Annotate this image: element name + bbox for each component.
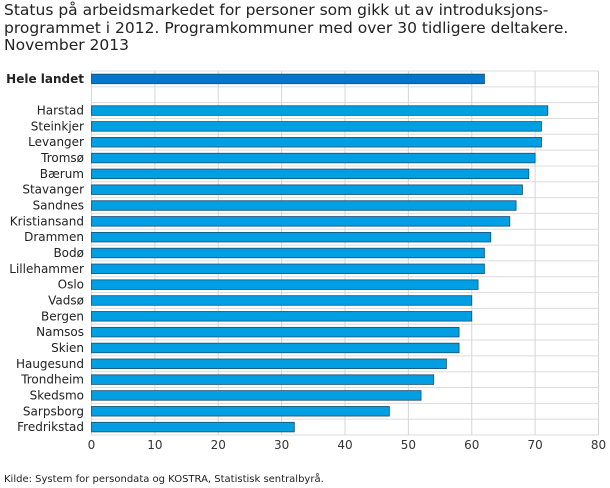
category-label: Skien xyxy=(51,341,84,355)
category-label: Trondheim xyxy=(20,373,84,387)
bar xyxy=(91,200,517,211)
x-tick-label: 80 xyxy=(591,438,606,452)
category-label: Namsos xyxy=(36,325,84,339)
bar xyxy=(91,247,485,259)
category-label: Skedsmo xyxy=(30,388,84,402)
category-label: Harstad xyxy=(37,104,84,118)
bar xyxy=(91,374,435,385)
source-note: Kilde: System for persondata og KOSTRA, … xyxy=(4,474,324,485)
category-label: Drammen xyxy=(24,230,84,244)
category-label: Kristiansand xyxy=(10,214,84,228)
category-label: Vadsø xyxy=(48,293,84,307)
category-label: Haugesund xyxy=(16,357,84,371)
x-tick-label: 0 xyxy=(88,438,96,452)
category-label: Bodø xyxy=(53,246,84,260)
x-tick-label: 40 xyxy=(337,438,352,452)
category-label: Bærum xyxy=(40,167,84,181)
category-label: Bergen xyxy=(41,309,84,323)
x-tick-label: 30 xyxy=(274,438,289,452)
bar xyxy=(91,263,485,275)
bar xyxy=(91,326,460,338)
bar xyxy=(91,152,536,164)
category-label: Oslo xyxy=(58,278,84,292)
bar xyxy=(91,137,542,148)
title-line: Status på arbeidsmarkedet for personer s… xyxy=(4,1,549,19)
bar xyxy=(91,279,479,290)
category-label: Sandnes xyxy=(33,199,84,213)
bar xyxy=(91,184,523,195)
bar xyxy=(91,105,549,116)
category-label: Lillehammer xyxy=(9,262,84,276)
chart-title: Status på arbeidsmarkedet for personer s… xyxy=(4,1,604,55)
title-line: programmet i 2012. Programkommuner med o… xyxy=(4,18,569,37)
category-label: Levanger xyxy=(28,135,84,149)
category-label: Tromsø xyxy=(40,151,84,165)
bar xyxy=(91,73,485,85)
bar xyxy=(91,295,473,306)
x-tick-label: 10 xyxy=(147,438,162,452)
bar xyxy=(91,311,473,322)
x-tick-label: 60 xyxy=(464,438,479,452)
bar xyxy=(91,231,492,243)
category-label: Hele landet xyxy=(6,72,84,86)
bar xyxy=(91,216,511,227)
bar xyxy=(91,342,460,354)
bar xyxy=(91,168,530,180)
bar xyxy=(91,121,542,132)
x-tick-label: 70 xyxy=(527,438,542,452)
x-tick-label: 20 xyxy=(211,438,226,452)
category-label: Steinkjer xyxy=(31,119,84,133)
category-label: Stavanger xyxy=(22,183,84,197)
category-label: Sarpsborg xyxy=(23,404,84,418)
x-tick-label: 50 xyxy=(401,438,416,452)
category-label: Fredrikstad xyxy=(17,420,84,434)
bar xyxy=(91,390,422,401)
bar xyxy=(91,421,295,433)
bar xyxy=(91,358,447,369)
bar-chart: 0 10 20 30 40 50 60 70 80 Hele landet HarstadStein… xyxy=(6,70,606,452)
bar xyxy=(91,406,390,417)
title-line: November 2013 xyxy=(4,36,130,54)
